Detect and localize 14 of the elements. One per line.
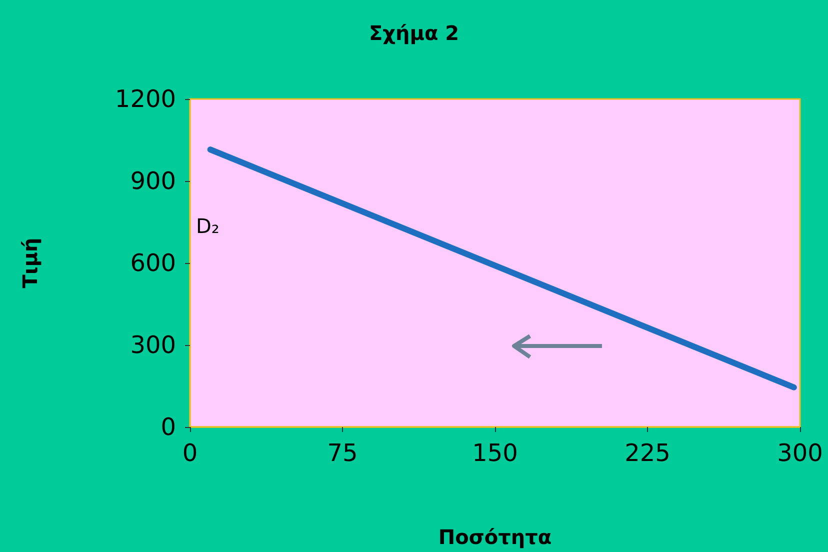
x-axis-title: Ποσότητα (438, 525, 552, 549)
chart-title: Σχήμα 2 (368, 21, 460, 45)
y-tick-label: 900 (130, 167, 176, 195)
y-tick-label: 1200 (114, 85, 176, 113)
y-tick-label: 300 (130, 331, 176, 359)
y-tick-label: 600 (130, 249, 176, 277)
x-tick-label: 0 (182, 439, 198, 467)
y-axis-title: Τιμή (18, 238, 42, 288)
x-tick-label: 75 (327, 439, 358, 467)
y-tick-label: 0 (160, 413, 176, 441)
x-tick-label: 225 (624, 439, 670, 467)
x-tick-label: 300 (777, 439, 823, 467)
annotation: D₂ (196, 214, 220, 238)
x-tick-label: 150 (472, 439, 518, 467)
